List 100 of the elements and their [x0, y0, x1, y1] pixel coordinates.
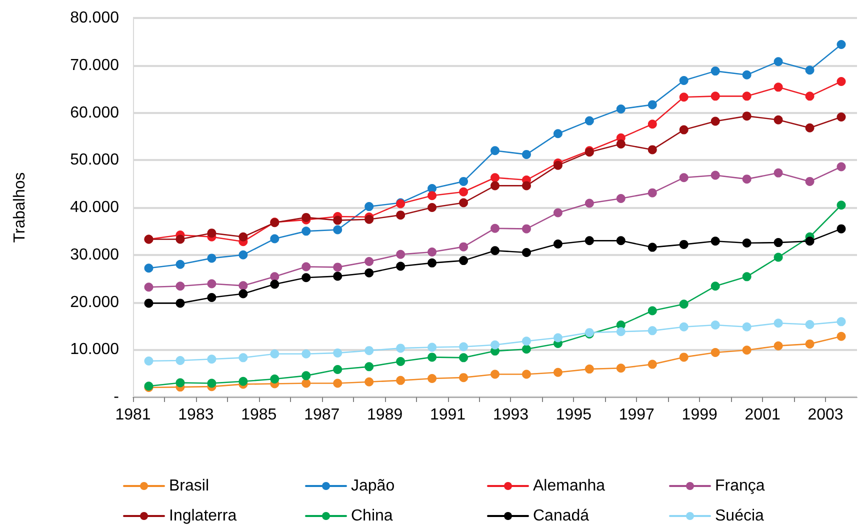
point — [459, 198, 468, 208]
y-tick-label: 30.000 — [70, 246, 120, 264]
legend-label: China — [351, 508, 393, 524]
x-tick-label: 1995 — [556, 406, 592, 424]
point — [679, 173, 688, 182]
point — [333, 216, 342, 225]
point — [805, 123, 814, 132]
point — [490, 246, 500, 256]
y-tick-label: 70.000 — [70, 56, 120, 74]
point — [333, 272, 342, 281]
point — [238, 250, 248, 260]
point — [207, 293, 216, 302]
point — [648, 360, 657, 369]
point — [144, 356, 154, 366]
legend-label: Suécia — [715, 508, 764, 524]
point — [742, 322, 752, 332]
point — [459, 187, 468, 196]
point — [522, 370, 531, 379]
point — [238, 376, 248, 386]
point — [396, 376, 406, 385]
point — [774, 238, 783, 248]
point — [710, 116, 720, 126]
point — [459, 373, 468, 382]
point — [648, 242, 657, 252]
point — [238, 353, 248, 362]
point — [396, 356, 406, 366]
point — [616, 236, 626, 246]
point — [679, 92, 688, 102]
y-tick-label: 10.000 — [70, 341, 120, 358]
y-tick-label: 20.000 — [70, 294, 120, 311]
point — [428, 191, 437, 200]
point — [836, 40, 846, 50]
point — [774, 57, 783, 66]
point — [428, 342, 437, 352]
point — [176, 282, 185, 291]
point — [428, 374, 437, 384]
point — [648, 145, 657, 154]
point — [364, 268, 374, 278]
point — [648, 326, 657, 336]
point — [805, 176, 814, 186]
point — [364, 362, 374, 372]
point — [616, 364, 626, 373]
point — [459, 353, 468, 362]
legend-label: Japão — [351, 478, 395, 494]
legend-label: Brasil — [169, 478, 210, 494]
point — [742, 112, 752, 121]
legend-label: França — [715, 478, 765, 494]
point — [333, 225, 342, 234]
point — [238, 232, 248, 242]
point — [805, 339, 814, 348]
point — [584, 236, 594, 246]
point — [144, 264, 154, 273]
point — [459, 242, 468, 252]
point — [207, 354, 216, 364]
point — [207, 228, 216, 238]
point — [616, 140, 626, 149]
x-tick-label: 1997 — [618, 406, 655, 424]
point — [836, 162, 846, 172]
point — [396, 210, 406, 220]
point — [302, 212, 311, 222]
x-tick-label: 1987 — [304, 406, 340, 424]
point — [679, 322, 688, 332]
point — [553, 129, 562, 138]
point — [428, 203, 437, 212]
point — [805, 92, 814, 101]
point — [679, 300, 688, 309]
x-tick-label: 1991 — [430, 406, 466, 424]
point — [333, 365, 342, 374]
point — [742, 346, 752, 355]
point — [302, 378, 311, 388]
point — [553, 368, 562, 377]
point — [648, 100, 657, 110]
point — [207, 279, 216, 288]
point — [302, 226, 311, 236]
point — [490, 224, 500, 233]
y-tick-label: - — [114, 388, 119, 406]
point — [302, 273, 311, 282]
point — [805, 66, 814, 75]
point — [616, 194, 626, 203]
point — [522, 248, 531, 258]
point — [176, 234, 185, 244]
point — [774, 82, 783, 92]
point — [710, 92, 720, 101]
point — [710, 320, 720, 330]
point — [710, 66, 720, 76]
legend-label: Canadá — [533, 508, 590, 524]
y-tick-label: 60.000 — [70, 104, 120, 122]
point — [742, 70, 752, 80]
point — [459, 256, 468, 266]
point — [302, 349, 311, 358]
point — [774, 115, 783, 124]
x-tick-label: 1985 — [241, 406, 277, 424]
point — [364, 202, 374, 212]
point — [333, 378, 342, 388]
point — [490, 181, 500, 190]
point — [270, 234, 280, 244]
x-tick-label: 1983 — [178, 406, 214, 424]
point — [522, 224, 531, 234]
point — [836, 317, 846, 326]
point — [836, 200, 846, 210]
